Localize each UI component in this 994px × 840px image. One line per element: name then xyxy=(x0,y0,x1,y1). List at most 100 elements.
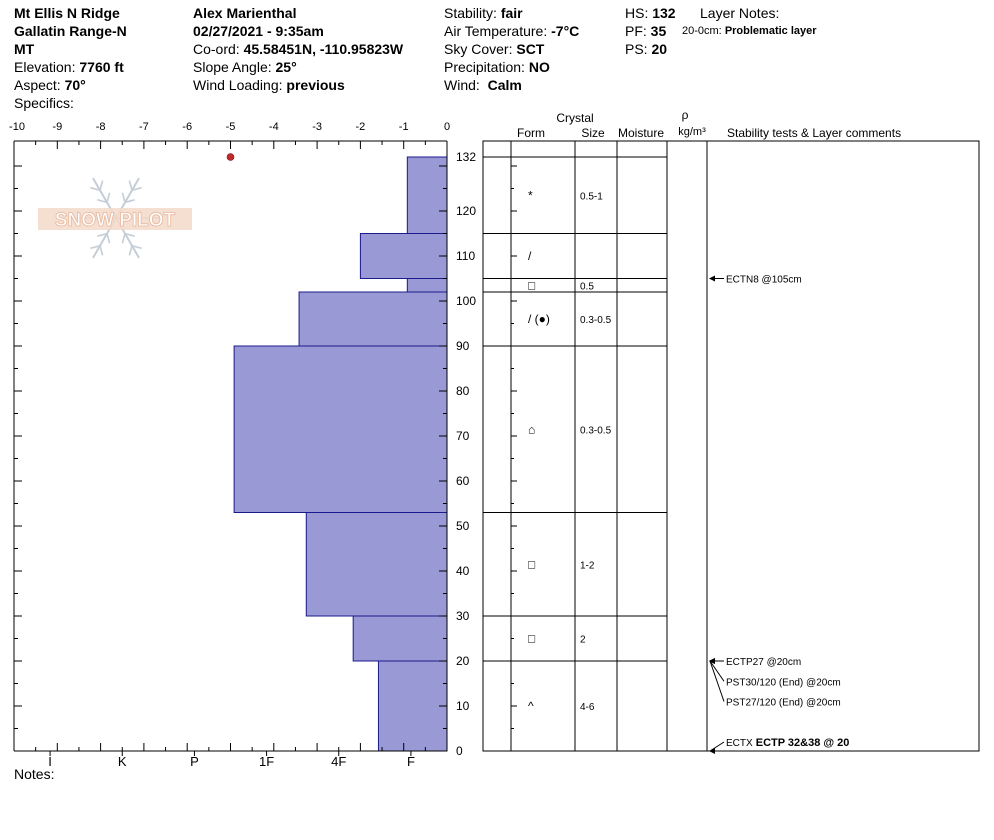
layer-notes-label: Layer Notes: xyxy=(700,5,780,21)
crystal-form-symbol: □ xyxy=(528,632,535,646)
specifics-label: Specifics: xyxy=(14,95,74,111)
hs-label: HS: xyxy=(625,5,649,21)
crystal-form-symbol: / (●) xyxy=(528,312,550,326)
hardness-tick-label: K xyxy=(118,754,127,769)
height-tick-label: 0 xyxy=(456,744,463,758)
hardness-bar xyxy=(233,345,448,513)
crystal-size-label: 4-6 xyxy=(580,702,595,713)
logo-flake-branch xyxy=(106,192,111,203)
logo-band xyxy=(38,208,192,230)
hardness-bar xyxy=(359,233,448,279)
temperature-points xyxy=(226,153,235,161)
height-tick-label: 80 xyxy=(456,384,470,398)
height-tick-label: 110 xyxy=(456,249,475,263)
temp-tick-label: -5 xyxy=(226,121,236,133)
header-observer-block: Alex Marienthal 02/27/2021 - 9:35am Co-o… xyxy=(193,4,403,94)
logo-text: SNOW PILOT xyxy=(55,210,176,231)
stability-value: fair xyxy=(500,5,523,21)
height-tick-label: 50 xyxy=(456,519,470,533)
observation-datetime: 02/27/2021 - 9:35am xyxy=(193,23,324,39)
logo-flake-branch xyxy=(99,180,104,191)
temp-tick-label: -9 xyxy=(52,121,62,133)
crystal-size-label: 0.3-0.5 xyxy=(580,315,612,326)
temp-tick-label: -3 xyxy=(312,121,322,133)
sky-value: SCT xyxy=(516,41,545,57)
ps-label: PS: xyxy=(625,41,648,57)
crystal-size-label: 0.3-0.5 xyxy=(580,425,612,436)
pf-label: PF: xyxy=(625,23,647,39)
wind-value: Calm xyxy=(487,77,522,93)
state-name: MT xyxy=(14,41,35,57)
hardness-bar xyxy=(406,156,448,234)
temperature-point xyxy=(226,153,235,161)
layer-note-range: 20-0cm: xyxy=(682,25,722,37)
hardness-bar xyxy=(352,615,448,662)
height-tick-label: 90 xyxy=(456,339,470,353)
logo-flake-branch xyxy=(121,233,126,244)
crystal-size-label: 0.5 xyxy=(580,281,594,292)
logo-flake-branch xyxy=(128,245,133,256)
header-depth-block: HS: 132 PF: 35 PS: 20 xyxy=(625,4,676,58)
height-tick-label: 132 xyxy=(456,150,476,164)
logo-flake-branch xyxy=(106,233,111,244)
precip-value: NO xyxy=(528,59,550,75)
temperature-axis: -10 -9 -8 -7 -6 -5 -4 -3 -2 -1 0 xyxy=(9,121,450,751)
comments-header: Stability tests & Layer comments xyxy=(727,126,901,140)
hardness-tick-label: F xyxy=(407,754,415,769)
temp-tick-label: -8 xyxy=(96,121,106,133)
stability-test-label: PST27/120 (End) @20cm xyxy=(726,698,841,709)
height-axis: 0 10 20 30 40 50 60 70 80 90 100 110 120 132 xyxy=(14,150,476,758)
logo-flake-branch xyxy=(99,245,104,256)
coord-value: 45.58451N, -110.95823W xyxy=(243,41,404,57)
logo-flake-branch xyxy=(124,199,135,204)
wind-loading-label: Wind Loading: xyxy=(193,77,283,93)
sky-label: Sky Cover: xyxy=(444,41,513,57)
logo-flake-branch xyxy=(121,192,126,203)
temp-tick-label: -7 xyxy=(139,121,149,133)
crystal-header: Crystal xyxy=(556,111,593,125)
temp-tick-label: -2 xyxy=(356,121,366,133)
test-pointer-arrow xyxy=(709,275,715,282)
coord-label: Co-ord: xyxy=(193,41,240,57)
header-conditions-block: Stability: fair Air Temperature: -7°C Sk… xyxy=(444,4,579,94)
stability-test-label: PST30/120 (End) @20cm xyxy=(726,677,841,688)
hardness-bar xyxy=(305,512,448,617)
wind-label: Wind: xyxy=(444,77,480,93)
notes-label: Notes: xyxy=(14,766,55,782)
hardness-bars xyxy=(233,156,448,752)
hs-value: 132 xyxy=(652,5,676,21)
height-tick-label: 100 xyxy=(456,294,476,308)
snowpilot-logo: SNOW PILOT xyxy=(38,177,192,259)
stability-test-label: ECTP27 @20cm xyxy=(726,657,801,668)
layer-notes-block: Layer Notes: xyxy=(700,4,779,22)
hardness-tick-label: P xyxy=(190,754,199,769)
logo-flake-branch xyxy=(131,186,142,192)
air-temp-value: -7°C xyxy=(551,23,580,39)
crystal-form-symbol: ^ xyxy=(528,699,534,713)
form-header: Form xyxy=(517,126,545,140)
logo-flake-branch xyxy=(128,180,133,191)
stability-test-label: ECTN8 @105cm xyxy=(726,275,802,286)
height-tick-label: 20 xyxy=(456,654,470,668)
test-pointer-arrow xyxy=(709,748,715,754)
logo-flake-branch xyxy=(124,232,135,237)
crystal-form-symbol: / xyxy=(528,249,532,263)
height-tick-label: 10 xyxy=(456,699,470,713)
temp-tick-label: -10 xyxy=(9,121,25,133)
crystal-form-symbol: * xyxy=(528,188,533,202)
layer-note: 20-0cm: Problematic layer xyxy=(682,22,817,40)
height-tick-label: 40 xyxy=(456,564,470,578)
hardness-axis: I K P 1F 4F F xyxy=(48,751,415,769)
stability-label: Stability: xyxy=(444,5,497,21)
height-tick-label: 60 xyxy=(456,474,470,488)
slope-label: Slope Angle: xyxy=(193,59,272,75)
hardness-tick-label: 1F xyxy=(259,754,274,769)
crystal-form-symbol: □ xyxy=(528,557,535,571)
hardness-bar xyxy=(406,278,448,293)
test-pointer-line xyxy=(709,660,725,682)
crystal-size-label: 1-2 xyxy=(580,560,595,571)
table-frame xyxy=(482,140,980,752)
rho-unit-header: kg/m³ xyxy=(678,126,706,138)
ps-value: 20 xyxy=(651,41,668,57)
test-pointer-arrow xyxy=(709,658,715,664)
